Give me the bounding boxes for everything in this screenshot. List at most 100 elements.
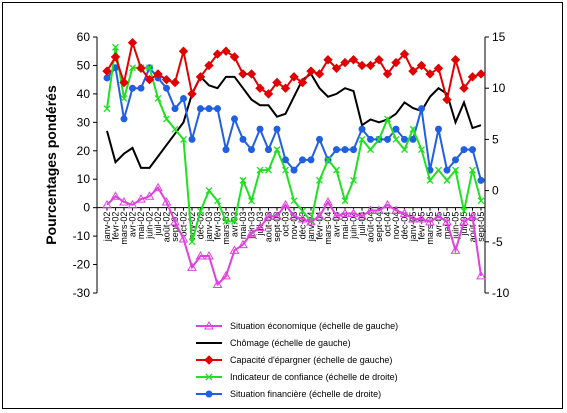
data-point-situation-financi-re [350,146,357,154]
data-point-situation-financi-re [290,166,298,174]
data-point-situation-conomique [297,214,308,223]
data-point-indicateur-de-confiance [367,146,374,154]
data-point-situation-financi-re [273,125,281,133]
x-tick-label: août-04 [366,212,376,243]
legend-item-situation-conomique: Situation économique (échelle de gauche) [196,320,398,331]
data-point-indicateur-de-confiance [460,207,468,215]
x-tick-label: juin-04 [349,212,359,240]
data-point-capacit-d-pargner [144,74,155,85]
data-point-situation-conomique [382,199,393,209]
data-point-situation-financi-re [265,146,272,154]
legend-marker [205,373,213,381]
data-point-situation-financi-re [188,135,196,143]
data-point-indicateur-de-confiance [452,166,459,174]
legend-label: Situation économique (échelle de gauche) [230,321,398,331]
data-point-situation-financi-re [367,135,374,143]
x-tick-label: déc-03 [298,212,308,240]
data-point-situation-financi-re [103,74,111,82]
x-tick-label: mai-03 [238,212,248,240]
data-point-capacit-d-pargner [289,72,299,82]
x-tick-label: mai-04 [340,212,350,240]
x-tick-label: mars-04 [323,212,333,245]
data-point-indicateur-de-confiance [477,197,485,205]
data-point-indicateur-de-confiance [197,207,204,215]
y-left-tick-label: 50 [77,58,91,72]
data-point-situation-conomique [204,251,214,260]
data-point-situation-financi-re [358,125,366,133]
data-point-situation-conomique [433,211,444,220]
data-point-indicateur-de-confiance [435,166,442,174]
data-point-situation-conomique [195,251,206,260]
y-left-tick-label: 60 [77,30,91,44]
data-point-indicateur-de-confiance [103,105,111,113]
data-point-situation-conomique [221,270,231,280]
data-point-capacit-d-pargner [382,69,393,79]
data-point-capacit-d-pargner [136,63,146,73]
data-point-situation-conomique [187,262,197,271]
x-tick-label: nov-03 [289,212,299,240]
data-point-situation-conomique [306,216,316,226]
x-tick-label: juin-03 [247,212,257,240]
x-tick-label: juin-05 [451,212,461,240]
y-left-tick-label: 40 [77,87,91,101]
data-point-indicateur-de-confiance [112,43,119,51]
y-right-tick-label: 10 [492,81,506,95]
data-point-situation-conomique [365,205,376,215]
data-point-capacit-d-pargner [365,60,376,71]
data-point-indicateur-de-confiance [214,197,221,205]
data-point-indicateur-de-confiance [358,135,366,143]
data-point-situation-financi-re [239,135,247,143]
data-point-indicateur-de-confiance [282,166,289,174]
data-point-capacit-d-pargner [161,74,172,85]
data-point-situation-financi-re [231,115,238,123]
y-right-tick-label: -5 [492,235,503,249]
data-point-capacit-d-pargner [348,55,359,65]
data-point-capacit-d-pargner [442,94,452,105]
x-tick-label: févr-02 [111,212,121,240]
x-tick-label: févr-04 [315,212,325,240]
legend-item-ch-mage: Chômage (échelle de gauche) [196,338,351,348]
data-point-indicateur-de-confiance [375,135,383,143]
data-point-situation-conomique [153,182,163,192]
data-point-indicateur-de-confiance [180,135,187,143]
data-point-indicateur-de-confiance [120,94,128,102]
data-point-indicateur-de-confiance [324,156,332,164]
x-tick-label: août-02 [162,212,172,243]
data-point-situation-financi-re [316,135,323,143]
data-point-capacit-d-pargner [195,72,206,82]
data-point-situation-financi-re [180,94,187,102]
data-point-indicateur-de-confiance [154,94,162,102]
data-point-situation-conomique [340,208,350,217]
data-point-situation-conomique [399,208,410,217]
x-tick-label: mars-05 [425,212,435,245]
data-point-indicateur-de-confiance [248,197,255,205]
data-point-capacit-d-pargner [255,83,265,93]
data-point-indicateur-de-confiance [273,146,281,154]
data-point-indicateur-de-confiance [299,207,306,215]
data-point-situation-conomique [119,196,129,206]
x-tick-label: févr-05 [417,212,427,240]
data-point-indicateur-de-confiance [290,197,298,205]
data-point-indicateur-de-confiance [239,176,247,184]
legend-item-capacit-d-pargner: Capacité d'épargner (échelle de gauche) [196,355,392,365]
data-point-indicateur-de-confiance [469,166,476,174]
data-point-situation-financi-re [435,125,442,133]
data-point-indicateur-de-confiance [129,64,136,72]
data-point-situation-financi-re [418,105,425,113]
data-point-situation-financi-re [384,135,391,143]
data-point-situation-financi-re [214,105,221,113]
data-point-situation-conomique [144,191,155,200]
data-point-indicateur-de-confiance [146,64,153,72]
data-point-indicateur-de-confiance [171,125,179,133]
data-point-situation-financi-re [222,146,230,154]
data-point-situation-conomique [289,211,299,220]
data-point-situation-conomique [357,211,367,220]
data-point-situation-financi-re [443,166,451,174]
y-right-tick-label: -10 [492,286,510,300]
data-point-situation-financi-re [452,156,459,164]
data-point-capacit-d-pargner [467,72,478,82]
legend-label: Capacité d'épargner (échelle de gauche) [230,355,392,365]
data-point-indicateur-de-confiance [418,146,425,154]
data-point-capacit-d-pargner [391,57,401,68]
data-point-capacit-d-pargner [340,57,350,68]
